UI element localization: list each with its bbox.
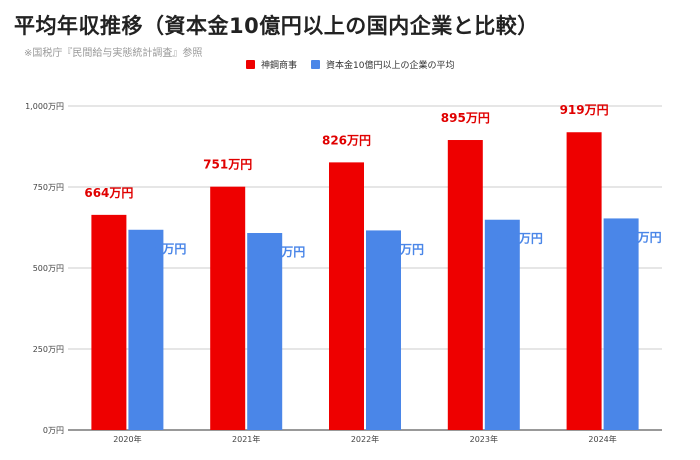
bar-series1 [210, 186, 246, 430]
data-label: 895万円 [441, 111, 490, 125]
y-axis-tick-labels: 0万円 250万円 500万円 750万円 1,000万円 [25, 102, 64, 435]
data-label: 664万円 [84, 186, 133, 200]
bar-series2 [366, 230, 401, 430]
x-tick-label: 2024年 [588, 434, 616, 444]
legend-item-series1: 神鋼商事 [246, 58, 297, 71]
legend-label-series2: 資本金10億円以上の企業の平均 [326, 61, 455, 71]
bar-series1 [91, 214, 127, 430]
y-tick-label: 0万円 [43, 426, 64, 435]
x-tick-label: 2021年 [232, 434, 260, 444]
x-tick-label: 2020年 [113, 434, 141, 444]
data-label: 653万円 [613, 230, 662, 244]
y-tick-label: 250万円 [33, 345, 64, 354]
chart-legend: 神鋼商事 資本金10億円以上の企業の平均 [246, 58, 468, 71]
bars [91, 132, 639, 430]
x-tick-label: 2023年 [470, 434, 498, 444]
data-label: 649万円 [494, 232, 543, 246]
data-label: 919万円 [560, 103, 609, 117]
y-tick-label: 500万円 [33, 264, 64, 273]
legend-item-series2: 資本金10億円以上の企業の平均 [311, 58, 454, 71]
chart-title: 平均年収推移（資本金10億円以上の国内企業と比較） [14, 14, 539, 38]
bar-series2 [484, 219, 520, 430]
data-label: 751万円 [203, 158, 252, 172]
y-tick-label: 1,000万円 [25, 102, 64, 111]
data-label: 608万円 [256, 245, 305, 259]
bar-series2 [247, 233, 283, 430]
data-label: 826万円 [322, 133, 371, 147]
grid-lines [68, 105, 662, 431]
bar-series1 [329, 162, 364, 430]
data-label: 618万円 [137, 242, 186, 256]
bar-series1 [566, 132, 602, 430]
bar-series2 [603, 218, 639, 430]
legend-label-series1: 神鋼商事 [261, 61, 298, 71]
legend-swatch-series2 [311, 60, 321, 69]
chart-source-note: ※国税庁『民間給与実態統計調査』参照 [24, 48, 203, 59]
x-tick-label: 2022年 [351, 434, 379, 444]
y-tick-label: 750万円 [33, 183, 64, 192]
bar-series1 [447, 140, 483, 430]
x-axis-tick-labels: 2020年 2021年 2022年 2023年 2024年 [113, 434, 617, 444]
data-label: 616万円 [375, 242, 424, 256]
bar-series2 [128, 229, 164, 430]
data-labels: 664万円 751万円 826万円 895万円 919万円 618万円 608万円 616万円… [84, 103, 661, 259]
legend-swatch-series1 [246, 60, 255, 69]
